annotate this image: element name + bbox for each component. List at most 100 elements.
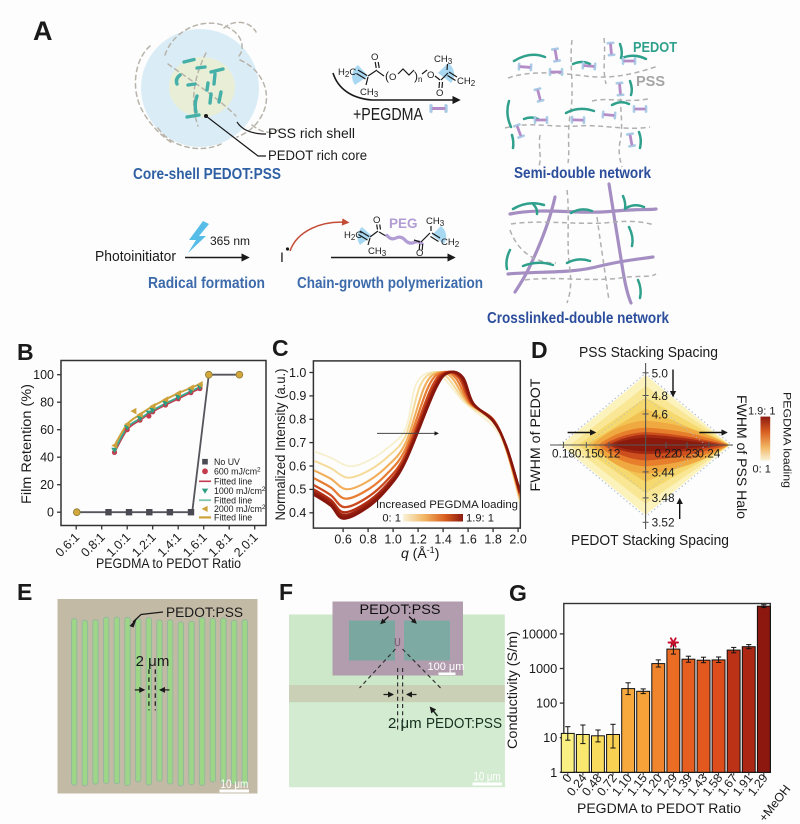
svg-text:B: B: [17, 339, 34, 365]
svg-text:CH2: CH2: [441, 237, 460, 249]
svg-text:1: 1: [550, 765, 557, 780]
svg-text:0.24: 0.24: [697, 447, 720, 461]
svg-text:CH3: CH3: [368, 246, 387, 258]
svg-text:0.6:1: 0.6:1: [53, 530, 83, 560]
svg-text:1.6: 1.6: [459, 533, 476, 547]
svg-text:80: 80: [40, 396, 54, 410]
svg-text:PEG: PEG: [389, 216, 418, 231]
svg-text:O: O: [373, 215, 380, 226]
svg-text:0: 1: 0: 1: [753, 464, 771, 476]
svg-text:2 μm: 2 μm: [136, 653, 170, 670]
svg-text:4.6: 4.6: [652, 407, 669, 421]
svg-text:PSS: PSS: [636, 74, 665, 90]
svg-text:0.5: 0.5: [289, 483, 306, 497]
svg-text:10 μm: 10 μm: [474, 772, 501, 784]
svg-text:CH3: CH3: [426, 216, 445, 228]
svg-text:1.9: 1: 1.9: 1: [748, 406, 776, 418]
svg-text:PEGDMA to PEDOT Ratio: PEGDMA to PEDOT Ratio: [96, 555, 241, 571]
svg-text:O: O: [436, 88, 443, 99]
svg-text:2000 mJ/cm2: 2000 mJ/cm2: [214, 504, 266, 514]
svg-text:0: 0: [47, 506, 54, 520]
svg-text:CH3: CH3: [360, 87, 379, 99]
svg-text:Semi-double network: Semi-double network: [514, 165, 651, 182]
svg-text:1.0: 1.0: [384, 533, 401, 547]
svg-text:100: 100: [33, 368, 54, 382]
svg-text:40: 40: [40, 451, 54, 465]
svg-text:Photoinitiator: Photoinitiator: [95, 248, 176, 265]
svg-text:H2C: H2C: [338, 67, 356, 79]
svg-text:q (Å-1): q (Å-1): [401, 545, 439, 561]
svg-text:2.0: 2.0: [509, 533, 526, 547]
svg-text:O: O: [371, 52, 378, 63]
svg-text:PSS rich shell: PSS rich shell: [268, 126, 355, 141]
svg-text:0.15: 0.15: [575, 447, 598, 461]
svg-text:5.0: 5.0: [652, 367, 669, 381]
svg-text:Core-shell PEDOT:PSS: Core-shell PEDOT:PSS: [133, 166, 281, 183]
svg-text:1.4: 1.4: [434, 533, 451, 547]
svg-text:10: 10: [543, 730, 557, 745]
svg-text:PEDOT Stacking Spacing: PEDOT Stacking Spacing: [571, 533, 729, 549]
svg-text:3.44: 3.44: [652, 465, 675, 479]
svg-text:FWHM of PSS Halo: FWHM of PSS Halo: [734, 395, 749, 519]
svg-text:Fitted line: Fitted line: [214, 477, 252, 487]
svg-text:0.7: 0.7: [289, 436, 306, 450]
svg-text:2 μm: 2 μm: [388, 715, 422, 732]
svg-text:1000 mJ/cm2: 1000 mJ/cm2: [214, 486, 266, 496]
svg-text:0.6: 0.6: [334, 533, 351, 547]
svg-text:Fitted line: Fitted line: [214, 513, 252, 523]
svg-text:Chain-growth polymerization: Chain-growth polymerization: [297, 275, 483, 292]
svg-text:600 mJ/cm2: 600 mJ/cm2: [214, 467, 261, 477]
svg-text:0.22: 0.22: [655, 447, 678, 461]
svg-text:0.8: 0.8: [289, 413, 306, 427]
svg-text:PEGDMA loading: PEGDMA loading: [781, 392, 793, 488]
svg-text:1.0: 1.0: [289, 366, 306, 380]
svg-text:H2C: H2C: [344, 230, 362, 242]
svg-text:O: O: [389, 72, 396, 83]
svg-text:PEGDMA to PEDOT Ratio: PEGDMA to PEDOT Ratio: [577, 801, 741, 817]
svg-text:0: 1: 0: 1: [382, 513, 401, 525]
svg-text:)n: )n: [414, 69, 422, 84]
svg-text:10 μm: 10 μm: [220, 777, 248, 791]
svg-text:Crosslinked-double network: Crosslinked-double network: [487, 310, 669, 327]
svg-text:Conductivity (S/m): Conductivity (S/m): [505, 631, 520, 749]
svg-text:60: 60: [40, 423, 54, 437]
svg-text:1000: 1000: [529, 661, 557, 676]
svg-text:20: 20: [40, 478, 54, 492]
svg-text:3.48: 3.48: [652, 491, 675, 505]
svg-text:365 nm: 365 nm: [210, 234, 250, 248]
svg-text:10000: 10000: [522, 626, 558, 641]
svg-text:1.8: 1.8: [484, 533, 501, 547]
svg-text:0.12: 0.12: [598, 447, 621, 461]
svg-text:Increased PEGDMA loading: Increased PEGDMA loading: [376, 499, 518, 511]
svg-text:C: C: [272, 335, 289, 361]
svg-text:PSS Stacking Spacing: PSS Stacking Spacing: [579, 345, 718, 361]
svg-text:0.18: 0.18: [552, 447, 575, 461]
svg-text:FWHM of PEDOT: FWHM of PEDOT: [528, 379, 543, 492]
svg-text:PEDOT:PSS: PEDOT:PSS: [426, 715, 502, 732]
svg-text:Radical formation: Radical formation: [148, 275, 265, 292]
svg-text:+PEGDMA: +PEGDMA: [353, 104, 423, 124]
svg-text:F: F: [279, 579, 293, 605]
svg-text:G: G: [509, 580, 527, 606]
svg-text:A: A: [33, 16, 53, 46]
svg-text:O: O: [427, 70, 434, 81]
svg-text:Fitted line: Fitted line: [214, 495, 252, 505]
svg-text:PEDOT rich core: PEDOT rich core: [268, 148, 367, 163]
svg-text:0.8: 0.8: [359, 533, 376, 547]
svg-text:4.8: 4.8: [652, 389, 669, 403]
svg-text:O: O: [416, 248, 423, 259]
svg-text:E: E: [17, 579, 32, 605]
svg-text:Normalized Intensity (a.u.): Normalized Intensity (a.u.): [273, 369, 288, 521]
svg-text:0.4: 0.4: [289, 506, 306, 520]
svg-text:Film Retention (%): Film Retention (%): [19, 384, 34, 504]
svg-text:0.6: 0.6: [289, 459, 306, 473]
svg-text:100 μm: 100 μm: [428, 661, 465, 673]
svg-text:CH2: CH2: [457, 76, 476, 88]
svg-text:PEDOT: PEDOT: [633, 40, 677, 56]
svg-text:D: D: [531, 337, 548, 363]
svg-text:1.9: 1: 1.9: 1: [466, 513, 494, 525]
svg-text:1.2: 1.2: [409, 533, 426, 547]
svg-text:I: I: [280, 249, 284, 265]
svg-text:0.23: 0.23: [676, 447, 699, 461]
svg-text:PEDOT:PSS: PEDOT:PSS: [360, 602, 441, 617]
